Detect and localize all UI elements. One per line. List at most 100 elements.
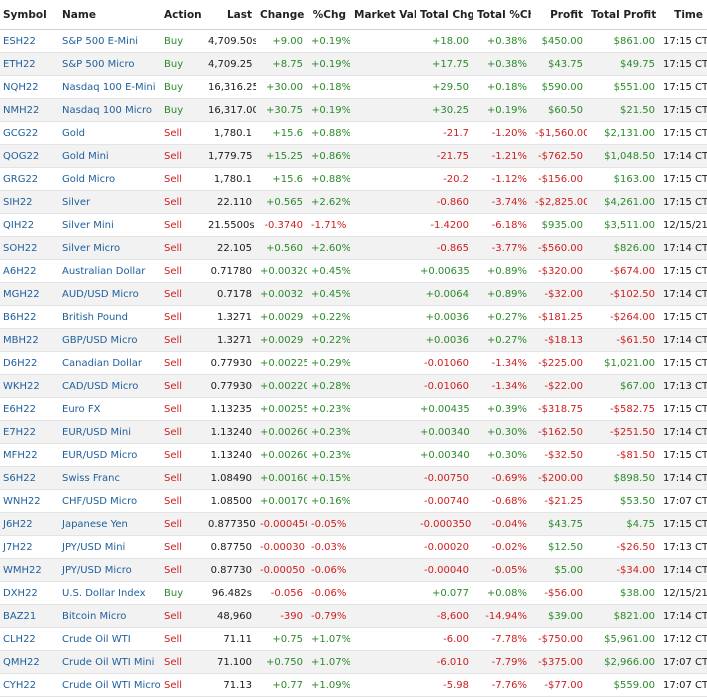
- name-cell[interactable]: AUD/USD Micro: [58, 282, 160, 306]
- table-row[interactable]: J7H22 JPY/USD Mini Sell 0.87750 -0.00030 -0.0…: [0, 535, 707, 559]
- symbol-cell[interactable]: E6H22: [0, 397, 58, 421]
- column-header-symbol[interactable]: Symbol: [0, 0, 58, 30]
- column-header-last[interactable]: Last: [204, 0, 256, 30]
- name-cell[interactable]: Silver Mini: [58, 213, 160, 237]
- table-row[interactable]: WMH22 JPY/USD Micro Sell 0.87730 -0.00050 -0.…: [0, 558, 707, 582]
- name-cell[interactable]: Nasdaq 100 Micro: [58, 98, 160, 122]
- name-cell[interactable]: Crude Oil WTI Mini: [58, 650, 160, 674]
- column-header-change[interactable]: Change: [256, 0, 307, 30]
- symbol-cell[interactable]: MBH22: [0, 328, 58, 352]
- column-header-total-pct-chg[interactable]: Total %Chg: [473, 0, 531, 30]
- table-row[interactable]: BAZ21 Bitcoin Micro Sell 48,960 -390 -0.79% -8…: [0, 604, 707, 628]
- table-row[interactable]: DXH22 U.S. Dollar Index Buy 96.482s -0.056 -0…: [0, 581, 707, 605]
- table-row[interactable]: E6H22 Euro FX Sell 1.13235 +0.00255 +0.23% +0.…: [0, 397, 707, 421]
- name-cell[interactable]: Crude Oil WTI Micro: [58, 673, 160, 697]
- table-row[interactable]: MFH22 EUR/USD Micro Sell 1.13240 +0.00260 +0.…: [0, 443, 707, 467]
- table-row[interactable]: GCG22 Gold Sell 1,780.1 +15.6 +0.88% -21.7 -1.2…: [0, 121, 707, 145]
- name-cell[interactable]: JPY/USD Mini: [58, 535, 160, 559]
- symbol-cell[interactable]: B6H22: [0, 305, 58, 329]
- symbol-cell[interactable]: QMH22: [0, 650, 58, 674]
- name-cell[interactable]: Bitcoin Micro: [58, 604, 160, 628]
- symbol-cell[interactable]: MFH22: [0, 443, 58, 467]
- name-cell[interactable]: Silver Micro: [58, 236, 160, 260]
- name-cell[interactable]: U.S. Dollar Index: [58, 581, 160, 605]
- name-cell[interactable]: EUR/USD Mini: [58, 420, 160, 444]
- symbol-cell[interactable]: ETH22: [0, 52, 58, 76]
- column-header-action[interactable]: Action: [160, 0, 204, 30]
- symbol-cell[interactable]: BAZ21: [0, 604, 58, 628]
- table-row[interactable]: A6H22 Australian Dollar Sell 0.71780 +0.0032…: [0, 259, 707, 283]
- profit-cell: $5.00: [531, 558, 587, 582]
- symbol-cell[interactable]: D6H22: [0, 351, 58, 375]
- table-row[interactable]: SIH22 Silver Sell 22.110 +0.565 +2.62% -0.860-…: [0, 190, 707, 214]
- name-cell[interactable]: CHF/USD Micro: [58, 489, 160, 513]
- symbol-cell[interactable]: QOG22: [0, 144, 58, 168]
- table-row[interactable]: MGH22 AUD/USD Micro Sell 0.7178 +0.0032 +0.45…: [0, 282, 707, 306]
- name-cell[interactable]: Gold Micro: [58, 167, 160, 191]
- name-cell[interactable]: Swiss Franc: [58, 466, 160, 490]
- symbol-cell[interactable]: CLH22: [0, 627, 58, 651]
- symbol-cell[interactable]: NQH22: [0, 75, 58, 99]
- symbol-cell[interactable]: QIH22: [0, 213, 58, 237]
- name-cell[interactable]: JPY/USD Micro: [58, 558, 160, 582]
- table-row[interactable]: ESH22 S&P 500 E-Mini Buy 4,709.50s +9.00 +0.1…: [0, 29, 707, 53]
- column-header-pct-chg[interactable]: %Chg: [307, 0, 350, 30]
- symbol-cell[interactable]: NMH22: [0, 98, 58, 122]
- name-cell[interactable]: Gold Mini: [58, 144, 160, 168]
- table-row[interactable]: J6H22 Japanese Yen Sell 0.877350 -0.000450 -0…: [0, 512, 707, 536]
- name-cell[interactable]: S&P 500 Micro: [58, 52, 160, 76]
- name-cell[interactable]: Canadian Dollar: [58, 351, 160, 375]
- name-cell[interactable]: Australian Dollar: [58, 259, 160, 283]
- symbol-cell[interactable]: WNH22: [0, 489, 58, 513]
- table-row[interactable]: NMH22 Nasdaq 100 Micro Buy 16,317.00 +30.75 +…: [0, 98, 707, 122]
- symbol-cell[interactable]: GCG22: [0, 121, 58, 145]
- name-cell[interactable]: Silver: [58, 190, 160, 214]
- symbol-cell[interactable]: WKH22: [0, 374, 58, 398]
- table-row[interactable]: S6H22 Swiss Franc Sell 1.08490 +0.00160 +0.15…: [0, 466, 707, 490]
- name-cell[interactable]: Crude Oil WTI: [58, 627, 160, 651]
- name-cell[interactable]: Nasdaq 100 E-Mini: [58, 75, 160, 99]
- column-header-total-profit[interactable]: Total Profit: [587, 0, 659, 30]
- column-header-market-val[interactable]: Market Val: [350, 0, 416, 30]
- name-cell[interactable]: Gold: [58, 121, 160, 145]
- name-cell[interactable]: GBP/USD Micro: [58, 328, 160, 352]
- table-row[interactable]: WNH22 CHF/USD Micro Sell 1.08500 +0.00170 +0.…: [0, 489, 707, 513]
- symbol-cell[interactable]: SIH22: [0, 190, 58, 214]
- table-row[interactable]: D6H22 Canadian Dollar Sell 0.77930 +0.00225 +…: [0, 351, 707, 375]
- table-row[interactable]: ETH22 S&P 500 Micro Buy 4,709.25 +8.75 +0.19%…: [0, 52, 707, 76]
- name-cell[interactable]: Euro FX: [58, 397, 160, 421]
- symbol-cell[interactable]: S6H22: [0, 466, 58, 490]
- symbol-cell[interactable]: WMH22: [0, 558, 58, 582]
- table-row[interactable]: QOG22 Gold Mini Sell 1,779.75 +15.25 +0.86% -2…: [0, 144, 707, 168]
- column-header-time[interactable]: Time: [659, 0, 707, 30]
- table-row[interactable]: GRG22 Gold Micro Sell 1,780.1 +15.6 +0.88% -20…: [0, 167, 707, 191]
- symbol-cell[interactable]: J7H22: [0, 535, 58, 559]
- table-row[interactable]: B6H22 British Pound Sell 1.3271 +0.0029 +0.22…: [0, 305, 707, 329]
- table-row[interactable]: NQH22 Nasdaq 100 E-Mini Buy 16,316.25 +30.00…: [0, 75, 707, 99]
- table-row[interactable]: CYH22 Crude Oil WTI Micro Sell 71.13 +0.77 +1…: [0, 673, 707, 697]
- table-row[interactable]: SOH22 Silver Micro Sell 22.105 +0.560 +2.60% -…: [0, 236, 707, 260]
- table-row[interactable]: CLH22 Crude Oil WTI Sell 71.11 +0.75 +1.07% -6…: [0, 627, 707, 651]
- name-cell[interactable]: Japanese Yen: [58, 512, 160, 536]
- table-row[interactable]: WKH22 CAD/USD Micro Sell 0.77930 +0.00220 +0.…: [0, 374, 707, 398]
- name-cell[interactable]: EUR/USD Micro: [58, 443, 160, 467]
- table-row[interactable]: MBH22 GBP/USD Micro Sell 1.3271 +0.0029 +0.22…: [0, 328, 707, 352]
- symbol-cell[interactable]: MGH22: [0, 282, 58, 306]
- table-row[interactable]: QMH22 Crude Oil WTI Mini Sell 71.100 +0.750 +…: [0, 650, 707, 674]
- symbol-cell[interactable]: SOH22: [0, 236, 58, 260]
- name-cell[interactable]: S&P 500 E-Mini: [58, 29, 160, 53]
- table-row[interactable]: QIH22 Silver Mini Sell 21.5500s -0.3740 -1.71…: [0, 213, 707, 237]
- symbol-cell[interactable]: ESH22: [0, 29, 58, 53]
- table-row[interactable]: E7H22 EUR/USD Mini Sell 1.13240 +0.00260 +0.2…: [0, 420, 707, 444]
- column-header-name[interactable]: Name: [58, 0, 160, 30]
- symbol-cell[interactable]: GRG22: [0, 167, 58, 191]
- symbol-cell[interactable]: DXH22: [0, 581, 58, 605]
- symbol-cell[interactable]: J6H22: [0, 512, 58, 536]
- symbol-cell[interactable]: CYH22: [0, 673, 58, 697]
- symbol-cell[interactable]: E7H22: [0, 420, 58, 444]
- column-header-total-chg[interactable]: Total Chg: [416, 0, 473, 30]
- symbol-cell[interactable]: A6H22: [0, 259, 58, 283]
- column-header-profit[interactable]: Profit: [531, 0, 587, 30]
- name-cell[interactable]: British Pound: [58, 305, 160, 329]
- name-cell[interactable]: CAD/USD Micro: [58, 374, 160, 398]
